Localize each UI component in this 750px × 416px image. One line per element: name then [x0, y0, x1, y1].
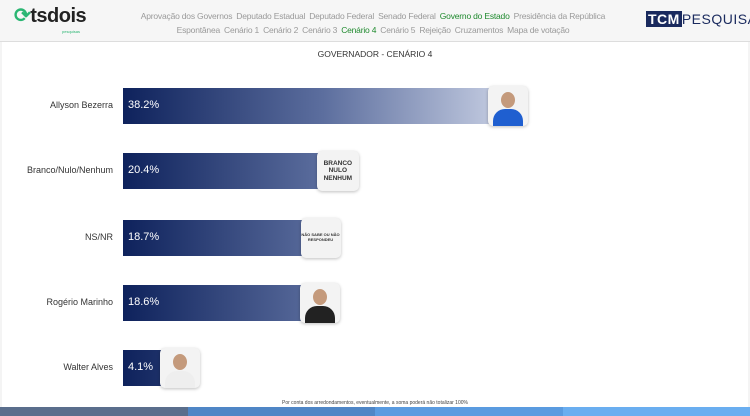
nav-item-cenário-5[interactable]: Cenário 5: [380, 25, 416, 35]
footnote: Por conta dos arredondamentos, eventualm…: [282, 400, 468, 406]
bar-row: Rogério Marinho 18.6%: [0, 283, 750, 323]
value-label: 18.7%: [128, 231, 160, 243]
nav-item-governo-do-estado[interactable]: Governo do Estado: [439, 11, 510, 21]
nav-item-deputado-federal[interactable]: Deputado Federal: [309, 11, 375, 21]
bar: 18.6%: [123, 285, 302, 321]
value-label: 38.2%: [128, 99, 160, 111]
value-label: 4.1%: [128, 361, 154, 373]
header: ⟳tsdois pesquisas Aprovação dos Governos…: [0, 0, 750, 42]
nav-item-rejeição[interactable]: Rejeição: [419, 25, 451, 35]
bar: 20.4%: [123, 153, 319, 189]
category-label: NS/NR: [84, 232, 113, 242]
logo-icon: ⟳: [14, 5, 31, 27]
tcm-pesquisa-logo: TCM PESQUISA: [646, 11, 750, 27]
nav-item-deputado-estadual[interactable]: Deputado Estadual: [236, 11, 306, 21]
person-icon: [488, 86, 528, 126]
bar-row: Walter Alves 4.1%: [0, 348, 750, 388]
category-label: Branco/Nulo/Nenhum: [26, 165, 113, 175]
nav-item-cruzamentos[interactable]: Cruzamentos: [454, 25, 504, 35]
candidate-photo: [487, 86, 528, 126]
category-label: Rogério Marinho: [46, 297, 113, 307]
chart-title: GOVERNADOR - CENÁRIO 4: [317, 49, 433, 59]
nav-item-cenário-2[interactable]: Cenário 2: [263, 25, 299, 35]
nav-item-presidência-da-república[interactable]: Presidência da República: [513, 11, 606, 21]
nav-item-senado-federal[interactable]: Senado Federal: [378, 11, 436, 21]
category-label: Allyson Bezerra: [49, 100, 113, 110]
bar-row: NS/NR 18.7% NÃO SABE OU NÃO RESPONDEU: [0, 218, 750, 258]
badge: BRANCO NULO NENHUM: [316, 151, 359, 191]
bar: 4.1%: [123, 350, 163, 386]
bar: 38.2%: [123, 88, 490, 124]
nav-item-aprovação-dos-governos[interactable]: Aprovação dos Governos: [140, 11, 233, 21]
candidate-photo: [299, 283, 340, 323]
nav-item-espontânea[interactable]: Espontânea: [176, 25, 221, 35]
bar-row: Allyson Bezerra 38.2%: [0, 86, 750, 126]
nav-item-cenário-1[interactable]: Cenário 1: [224, 25, 260, 35]
tsdois-logo[interactable]: ⟳tsdois: [14, 5, 87, 27]
candidate-photo: [160, 348, 201, 388]
value-label: 18.6%: [128, 296, 160, 308]
value-label: 20.4%: [128, 164, 160, 176]
logo-subtitle: pesquisas: [62, 29, 81, 34]
badge: NÃO SABE OU NÃO RESPONDEU: [300, 218, 341, 258]
bar: 18.7%: [123, 220, 303, 256]
nav-item-cenário-3[interactable]: Cenário 3: [302, 25, 338, 35]
nav-primary: Aprovação dos Governos Deputado Estadual D…: [100, 11, 646, 21]
nav-item-cenário-4[interactable]: Cenário 4: [341, 25, 377, 35]
bottom-strip: [0, 407, 750, 416]
nav-item-mapa-de-votação[interactable]: Mapa de votação: [507, 25, 570, 35]
person-icon: [160, 348, 200, 388]
bar-row: Branco/Nulo/Nenhum 20.4% BRANCO NULO NENH…: [0, 151, 750, 191]
nav-secondary: Espontânea Cenário 1 Cenário 2 Cenário 3 Cen…: [100, 25, 646, 35]
category-label: Walter Alves: [63, 362, 113, 372]
person-icon: [300, 283, 340, 323]
